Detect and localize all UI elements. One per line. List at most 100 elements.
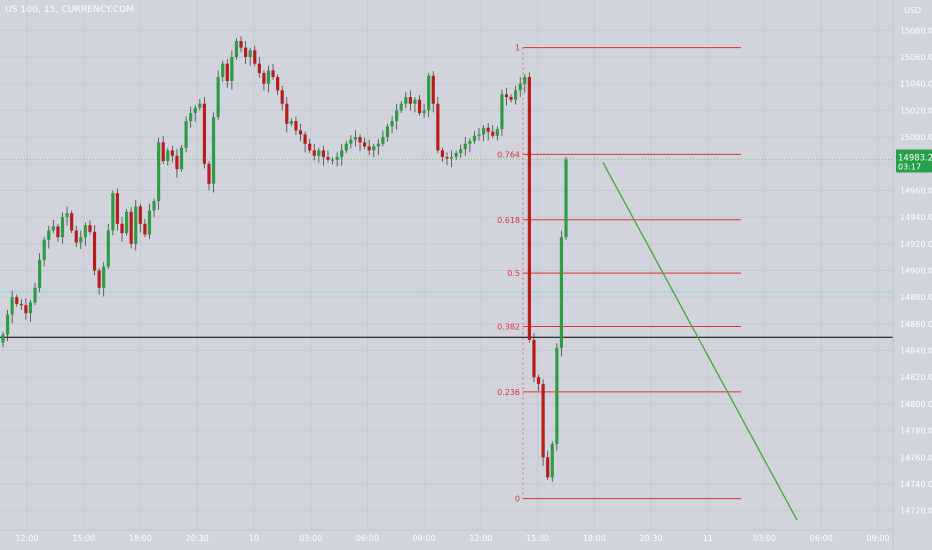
candle [303,131,307,153]
candle [124,209,129,236]
candle-body [436,103,440,151]
candle-body [5,314,10,335]
candle-body [129,211,133,244]
candle-body [308,143,312,151]
candle-body [152,201,156,211]
candle-body [193,107,197,114]
candle [417,95,422,116]
x-tick-label: 18:00 [583,534,606,543]
x-tick-label: 20:30 [186,534,209,543]
candle [5,309,10,342]
candle [1,331,5,348]
candle [514,85,518,105]
price-badge-box [896,149,932,173]
candle [120,217,124,242]
candle-body [211,117,216,184]
candle [70,210,74,234]
candle [216,70,220,120]
candle [472,131,477,144]
candle-body [500,94,504,130]
candle [358,134,362,152]
candle-body [482,127,486,135]
candle-body [477,134,481,136]
candle-body [102,266,106,288]
candle-body [253,50,257,64]
candle [500,89,504,136]
fibonacci-retracement[interactable]: 1 0.764 0.618 0.5 0.382 0.236 0 [497,44,741,504]
candle-body [157,142,161,202]
candle-body [83,225,87,238]
fib-level-label: 0.618 [497,216,520,225]
x-tick-label: 03:00 [753,534,776,543]
candle-body [97,270,101,288]
candle-body [298,130,303,135]
trendline[interactable] [602,162,798,521]
candle-body [303,134,307,144]
candle-body [459,149,463,154]
candle-body [24,305,28,314]
candle-body [70,213,74,231]
green-trendline [602,162,798,521]
candle [239,36,243,53]
candle-body [491,131,495,136]
current-price-badge: 14983.203:17 [896,149,932,173]
candle [271,63,275,80]
candle-body [326,157,330,160]
fib-level-label: 0.236 [497,388,520,397]
candle-body [271,70,275,78]
x-tick-label: 20:30 [640,534,663,543]
candle [83,222,87,246]
candle-body [88,225,92,232]
candle-body [536,377,541,384]
candle [555,343,559,451]
candle [468,138,472,153]
candle [207,161,211,191]
candle [202,97,207,169]
price-badge-countdown: 03:17 [898,162,921,171]
currency-label: USD [904,6,922,15]
candle-body [408,97,412,104]
candle-body [550,443,554,478]
time-axis[interactable]: 12:00 15:00 18:00 20:30 10 03:00 06:00 09:00 12:… [0,529,893,543]
candle [129,207,133,249]
y-tick-label: 14780.0 [900,427,932,436]
fib-level-label: 1 [515,44,520,53]
candle-body [202,103,207,164]
candle-body [189,113,193,122]
candle [221,61,225,82]
y-tick-label: 15080.0 [900,26,932,35]
candle [459,144,463,158]
x-tick-label: 18:00 [129,534,152,543]
candle [248,47,252,66]
candle-body [518,83,522,91]
candle [564,156,568,240]
candle [198,99,202,111]
candle [399,101,403,114]
price-axis[interactable]: 15080.015060.015040.015020.015000.014980… [892,0,932,550]
price-badge-value: 14983.2 [898,153,932,163]
x-tick-label: 06:00 [810,534,833,543]
y-tick-label: 14960.0 [900,186,932,195]
candle [463,137,467,156]
candle [289,118,293,127]
candle [266,65,271,93]
candle-body [486,127,490,132]
candle-body [372,146,376,151]
candle [440,147,445,162]
candle [367,139,371,156]
candle-body [527,77,531,340]
candle [532,333,536,382]
candle [321,145,326,166]
y-tick-label: 14860.0 [900,320,932,329]
candle-body [340,150,344,158]
y-tick-label: 14940.0 [900,213,932,222]
candle [143,219,147,238]
candle-body [38,259,42,288]
candle [395,103,399,130]
candle-body [541,383,545,458]
candle [56,223,60,242]
candle [138,203,142,233]
candle-body [385,126,390,138]
candle-body [221,63,225,78]
